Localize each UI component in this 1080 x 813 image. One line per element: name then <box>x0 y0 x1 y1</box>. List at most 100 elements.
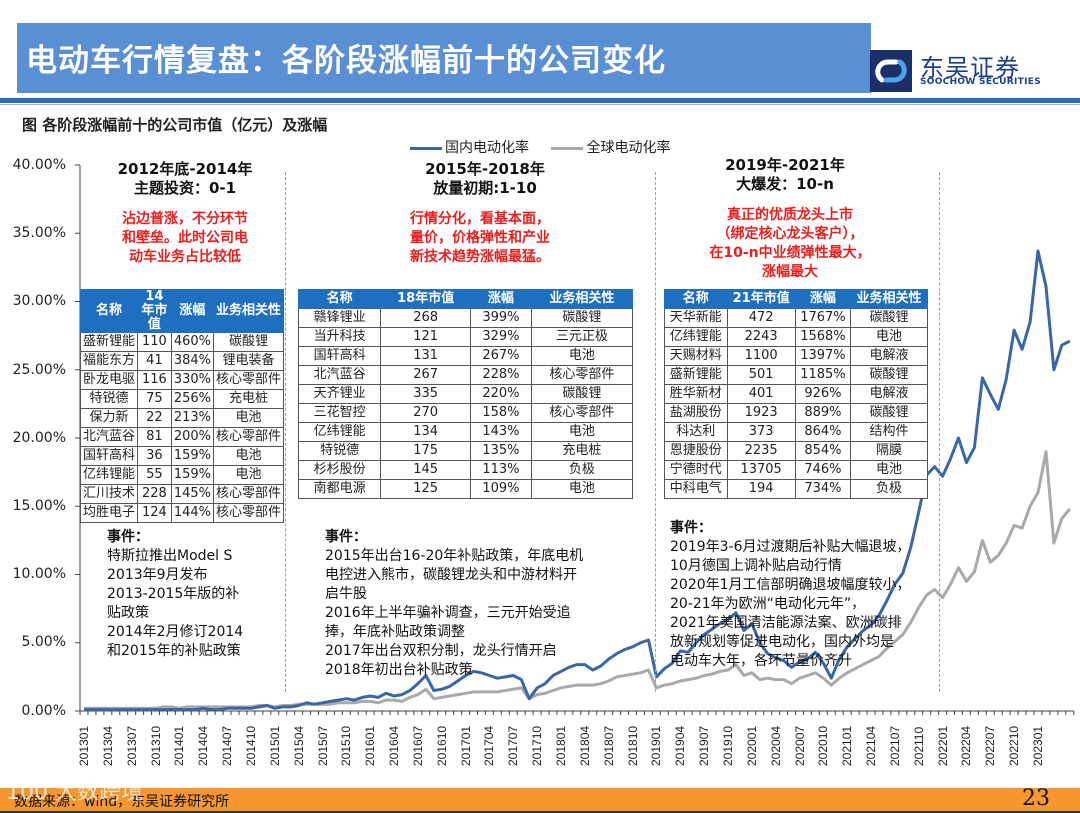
phase-2-title: 2015年-2018年 放量初期:1-10 <box>395 160 575 198</box>
table-cell: 盐湖股份 <box>664 403 728 423</box>
table-cell: 核心零部件 <box>530 403 634 423</box>
x-tick-label: 202007 <box>792 725 807 766</box>
table-cell: 124 <box>137 503 172 523</box>
table-header-cell: 21年市值 <box>726 289 796 309</box>
series-line <box>84 249 1071 712</box>
table-cell: 电池 <box>850 327 928 347</box>
table-row: 胜华新材 401 926% 电解液 <box>664 384 928 404</box>
table-cell: 电池 <box>212 465 285 485</box>
table-cell: 电解液 <box>850 346 928 366</box>
event-line: 10月德国上调补贴启动行情 <box>670 558 842 574</box>
table-cell: 均胜电子 <box>79 503 139 523</box>
note-line: 和壁垒。此时公司电 <box>122 230 248 246</box>
table-cell: 926% <box>794 384 852 404</box>
x-tick-label: 201507 <box>315 725 330 766</box>
table-cell: 81 <box>137 427 172 447</box>
x-tick-label: 201404 <box>196 725 211 766</box>
x-tick-label: 201801 <box>554 725 568 766</box>
event-line: 捧，年底补贴政策调整 <box>325 624 465 640</box>
table-cell: 电池 <box>212 446 285 466</box>
x-tick-label: 201504 <box>291 725 306 766</box>
table-cell: 北汽蓝谷 <box>297 365 382 385</box>
y-tick-label: 30.00% <box>12 293 66 309</box>
table-cell: 36 <box>137 446 172 466</box>
table-header-row: 名称 21年市值 涨幅 业务相关性 <box>664 289 928 309</box>
brand-logo: 东吴证券 SOOCHOW SECURITIES <box>870 50 1041 92</box>
table-cell: 158% <box>469 403 532 423</box>
table-cell: 145% <box>170 484 214 504</box>
table-row: 国轩高科 36 159% 电池 <box>79 446 285 466</box>
table-row: 福能东方 41 384% 锂电装备 <box>79 351 285 371</box>
table-header-cell: 业务相关性 <box>850 289 928 309</box>
table-row: 赣锋锂业 268 399% 碳酸锂 <box>297 308 634 328</box>
table-header-cell: 名称 <box>664 289 728 309</box>
table-cell: 国轩高科 <box>297 346 382 366</box>
table-cell: 碳酸锂 <box>850 365 928 385</box>
title-banner <box>17 23 871 93</box>
table-cell: 22 <box>137 408 172 428</box>
table-row: 亿纬锂能 55 159% 电池 <box>79 465 285 485</box>
logo-english-name: SOOCHOW SECURITIES <box>920 77 1041 87</box>
table-header-row: 名称 14年市值 涨幅 业务相关性 <box>79 289 285 333</box>
table-row: 特锐德 75 256% 充电桩 <box>79 389 285 409</box>
x-tick-label: 201601 <box>363 725 378 766</box>
table-row: 特锐德 175 135% 充电桩 <box>297 441 634 461</box>
table-row: 科达利 373 864% 结构件 <box>664 422 928 442</box>
table-cell: 1767% <box>794 308 852 328</box>
table-cell: 373 <box>726 422 796 442</box>
table-cell: 267 <box>380 365 471 385</box>
table-cell: 汇川技术 <box>79 484 139 504</box>
legend-item-domestic: 国内电动化率 <box>410 137 529 157</box>
table-cell: 亿纬锂能 <box>664 327 728 347</box>
table-cell: 109% <box>469 479 532 499</box>
x-tick-label: 201304 <box>100 725 115 766</box>
x-tick-label: 201804 <box>577 725 592 766</box>
events-heading: 事件： <box>325 529 367 545</box>
table-row: 杉杉股份 145 113% 负极 <box>297 460 634 480</box>
event-line: 2013年9月发布 <box>107 567 208 583</box>
legend-label-global: 全球电动化率 <box>586 140 671 156</box>
y-tick-label: 5.00% <box>21 634 66 650</box>
table-cell: 220% <box>469 384 532 404</box>
table-cell: 北汽蓝谷 <box>79 427 139 447</box>
note-line: 真正的优质龙头上市 <box>727 207 853 223</box>
event-line: 启牛股 <box>325 586 367 602</box>
event-line: 2019年3-6月过渡期后补贴大幅退坡， <box>670 539 911 555</box>
table-cell: 143% <box>469 422 532 442</box>
table-cell: 南都电源 <box>297 479 382 499</box>
x-tick-label: 201607 <box>410 725 425 766</box>
page-title: 电动车行情复盘：各阶段涨幅前十的公司变化 <box>26 43 666 79</box>
table-row: 卧龙电驱 116 330% 核心零部件 <box>79 370 285 390</box>
table-cell: 电解液 <box>850 384 928 404</box>
table-cell: 天齐锂业 <box>297 384 382 404</box>
table-cell: 碳酸锂 <box>530 384 634 404</box>
table-row: 盛新锂能 501 1185% 碳酸锂 <box>664 365 928 385</box>
table-cell: 负极 <box>530 460 634 480</box>
footer-bar: 数据来源：wind，东吴证券研究所 23 <box>0 786 1080 813</box>
table-header-cell: 业务相关性 <box>212 289 285 333</box>
phase-3-period: 2019年-2021年 <box>725 156 845 174</box>
table-cell: 特锐德 <box>79 389 139 409</box>
header-divider <box>0 98 1080 103</box>
phase-divider-2 <box>655 172 656 692</box>
table-cell: 科达利 <box>664 422 728 442</box>
x-tick-label: 202207 <box>983 725 998 766</box>
table-cell: 核心零部件 <box>212 427 285 447</box>
x-tick-label: 201807 <box>601 725 616 766</box>
table-cell: 460% <box>170 332 214 352</box>
table-row: 北汽蓝谷 267 228% 核心零部件 <box>297 365 634 385</box>
legend-item-global: 全球电动化率 <box>551 137 670 157</box>
x-tick-label: 202204 <box>959 725 974 766</box>
y-tick-label: 0.00% <box>21 703 66 719</box>
table-cell: 福能东方 <box>79 351 139 371</box>
table-cell: 锂电装备 <box>212 351 285 371</box>
table-cell: 电池 <box>530 422 634 442</box>
table-cell: 隔膜 <box>850 441 928 461</box>
table-header-cell: 涨幅 <box>794 289 852 309</box>
table-row: 天赐材料 1100 1397% 电解液 <box>664 346 928 366</box>
table-cell: 电池 <box>850 460 928 480</box>
table-cell: 864% <box>794 422 852 442</box>
table-cell: 中科电气 <box>664 479 728 499</box>
table-header-row: 名称 18年市值 涨幅 业务相关性 <box>297 289 634 309</box>
legend-label-domestic: 国内电动化率 <box>445 140 529 156</box>
